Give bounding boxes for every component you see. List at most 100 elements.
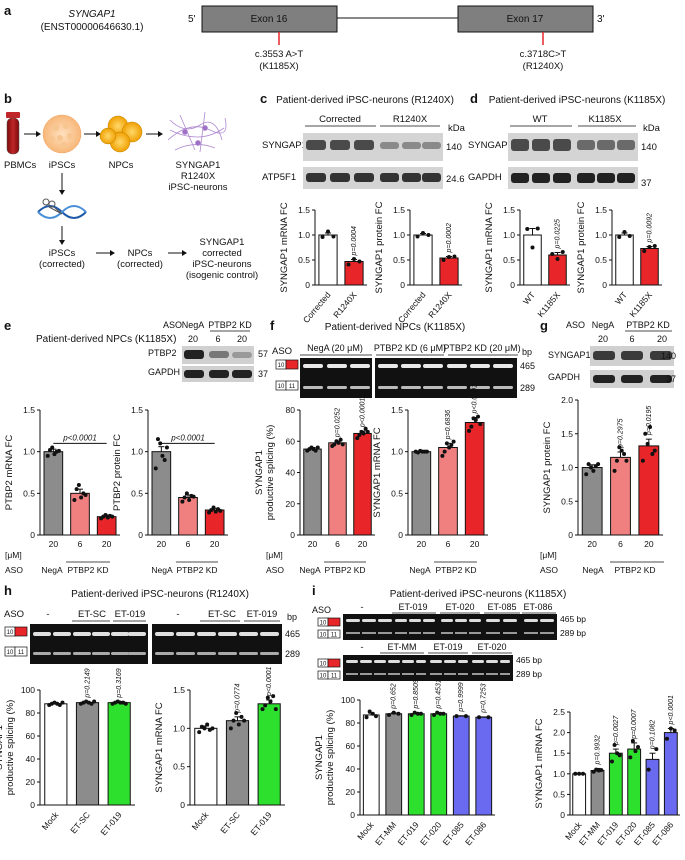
mw-label: 37 [666, 374, 676, 384]
category-label: WT [521, 290, 537, 307]
exon-label: 10 [320, 662, 327, 668]
aso-label: ASO [163, 320, 182, 330]
bar [225, 720, 250, 806]
data-point [617, 445, 622, 450]
bar [439, 257, 459, 286]
lane-label: ET-019 [398, 602, 427, 612]
data-point [555, 257, 560, 261]
data-point [83, 493, 88, 497]
category-label: ET-019 [248, 810, 273, 838]
bp-label: 289 bp [560, 628, 586, 638]
category-label: 6 [618, 539, 623, 549]
npc-cluster-icon [99, 115, 143, 153]
mw-label: 57 [258, 349, 268, 359]
ptbp2kd-label: PTBP2 KD [208, 320, 252, 330]
exon17-label: Exon 17 [507, 14, 544, 25]
bp-label: 465 bp [560, 614, 586, 624]
data-point [617, 235, 622, 239]
exon17-box [457, 5, 594, 33]
panel-h-title: Patient-derived iPSC-neurons (R1240X) [71, 589, 249, 600]
data-point [424, 449, 429, 454]
blot-bands [184, 350, 252, 359]
bar [640, 248, 659, 286]
ptbp2kd-label: PTBP2 KD [67, 565, 108, 575]
exon-label: 11 [331, 633, 338, 639]
y-tick-label: 0 [400, 280, 405, 290]
bp-label: 289 bp [516, 669, 542, 679]
data-point [338, 437, 343, 442]
western-blot [508, 133, 638, 161]
ptbp2kd-label: PTBP2 KD [626, 320, 670, 330]
data-point [478, 422, 483, 427]
data-point [363, 426, 368, 431]
chart-f1: 0 20 40 60 80 SYNGAP1 productive splicing (%) 2… [254, 398, 375, 549]
data-point [535, 226, 540, 231]
blot-bands [184, 370, 252, 378]
category-label: Mock [355, 819, 376, 842]
y-tick-label: 100 [341, 695, 355, 705]
y-tick-label: 0.5 [553, 789, 565, 799]
bar [430, 713, 448, 816]
category-label: Mock [40, 809, 61, 832]
y-tick-label: 1.5 [503, 205, 515, 215]
bar [615, 234, 634, 286]
ptbp2kd-label: PTBP2 KD [324, 565, 365, 575]
data-point [361, 431, 366, 436]
category-label: 20 [308, 539, 318, 549]
aso-label: ASO [5, 565, 23, 575]
panel-g: g ASO NegA PTBP2 KD 20 6 20 SYNGAP1 140 … [540, 318, 676, 575]
blot-label: GAPDH [148, 367, 180, 377]
y-tick-label: 1.0 [503, 230, 515, 240]
p-value-label: p=0.0004 [351, 226, 358, 256]
panel-f-title: Patient-derived NPCs (K1185X) [325, 322, 465, 333]
data-point [650, 452, 655, 456]
y-tick-label: 2.0 [553, 728, 565, 738]
y-tick-label: 0.5 [391, 488, 403, 498]
mutation2-label: c.3718C>T [520, 49, 567, 60]
data-point [336, 440, 341, 445]
p-value-label: p<0.0001 [360, 398, 367, 428]
category-label: ET-019 [98, 810, 123, 838]
p-value-label: p=0.9932 [595, 735, 602, 765]
arrow-head [36, 131, 41, 137]
data-point [633, 749, 638, 754]
category-label: 6 [186, 539, 191, 549]
y-tick-label: 60 [286, 436, 296, 446]
p-value-label: p=0.0225 [555, 219, 562, 249]
um-label: [μM] [5, 550, 22, 560]
data-point [197, 730, 202, 735]
data-point [409, 712, 414, 717]
transcript-id: (ENST00000646630.1) [41, 22, 144, 33]
p-value-label: p<0.0001 [62, 433, 97, 442]
y-tick-label: 60 [26, 731, 36, 741]
category-label: ET-SC [218, 810, 242, 836]
bar [353, 432, 372, 536]
neuron-network-icon [167, 111, 227, 153]
category-label: 20 [49, 539, 59, 549]
nega-label: NegA [182, 320, 205, 330]
category-label: 20 [358, 539, 368, 549]
y-tick-label: 1.5 [173, 685, 185, 695]
bar [413, 234, 433, 286]
exon-label: 11 [18, 650, 25, 656]
bar [362, 714, 380, 816]
data-point [72, 498, 77, 502]
data-point [619, 448, 624, 453]
data-point [340, 442, 345, 447]
p-value-label: p<0.0001 [266, 666, 273, 696]
bar [645, 758, 660, 816]
lane-label: ET-085 [487, 602, 516, 612]
arrow-head [158, 131, 163, 137]
category-label: 20 [417, 539, 427, 549]
data-point [236, 722, 241, 727]
data-point [596, 462, 601, 467]
y-tick-label: 20 [346, 787, 356, 797]
conc-label: 6 [215, 334, 220, 344]
pbmcs-label: PBMCs [4, 160, 36, 171]
mw-label: 140 [641, 142, 657, 153]
data-point [643, 431, 648, 436]
bp-label: 465 [520, 361, 535, 371]
data-point [164, 445, 169, 450]
